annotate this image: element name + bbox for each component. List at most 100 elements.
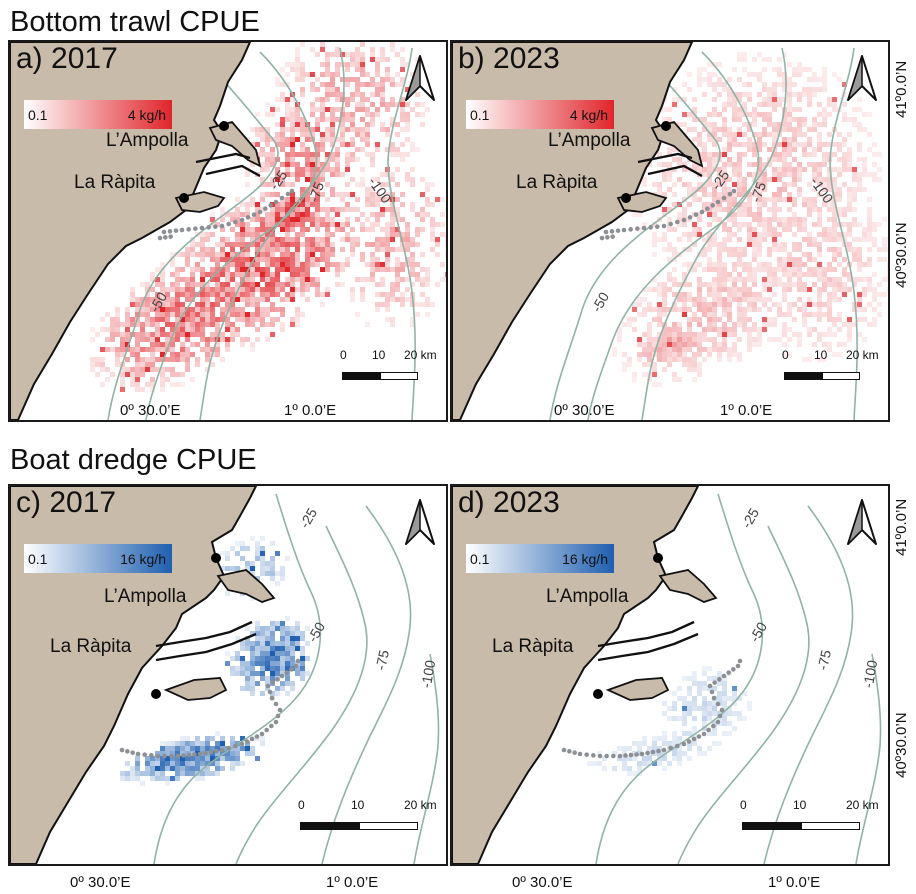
cpue-cell (290, 182, 295, 187)
cpue-cell (732, 172, 737, 177)
cpue-cell (355, 67, 360, 72)
cpue-cell (280, 127, 285, 132)
cpue-cell (687, 322, 692, 327)
cpue-cell (225, 327, 230, 332)
cpue-cell (275, 571, 280, 576)
cpue-cell (325, 197, 330, 202)
cpue-cell (692, 117, 697, 122)
cpue-cell (627, 317, 632, 322)
cpue-cell (717, 252, 722, 257)
cpue-cell (205, 746, 210, 751)
track-point (639, 751, 645, 757)
cpue-cell (285, 656, 290, 661)
cpue-cell (662, 701, 667, 706)
cpue-cell (150, 771, 155, 776)
cpue-cell (290, 132, 295, 137)
cpue-cell (772, 122, 777, 127)
cpue-cell (787, 227, 792, 232)
cpue-cell (697, 372, 702, 377)
cpue-cell (170, 337, 175, 342)
cpue-cell (155, 756, 160, 761)
cpue-cell (375, 237, 380, 242)
cpue-cell (225, 566, 230, 571)
cpue-cell (787, 62, 792, 67)
cpue-cell (682, 112, 687, 117)
cpue-cell (315, 107, 320, 112)
cpue-cell (295, 67, 300, 72)
cpue-cell (732, 352, 737, 357)
cpue-cell (752, 107, 757, 112)
cpue-cell (692, 267, 697, 272)
cpue-cell (717, 82, 722, 87)
cpue-cell (867, 147, 872, 152)
cpue-cell (135, 761, 140, 766)
cpue-cell (230, 247, 235, 252)
cpue-cell (245, 322, 250, 327)
cpue-cell (140, 357, 145, 362)
cpue-cell (280, 132, 285, 137)
cpue-cell (797, 247, 802, 252)
north-arrow-icon (847, 55, 877, 101)
cpue-cell (692, 681, 697, 686)
cpue-cell (707, 162, 712, 167)
cpue-cell (707, 347, 712, 352)
cpue-cell (807, 357, 812, 362)
cpue-cell (305, 177, 310, 182)
cpue-cell (230, 312, 235, 317)
cpue-cell (842, 222, 847, 227)
cpue-cell (420, 122, 425, 127)
cpue-cell (692, 671, 697, 676)
cpue-cell (150, 347, 155, 352)
cpue-cell (592, 761, 597, 766)
cpue-cell (727, 696, 732, 701)
track-point (567, 749, 572, 754)
cpue-cell (195, 342, 200, 347)
cpue-cell (400, 127, 405, 132)
delta-spit (163, 677, 228, 701)
cpue-cell (732, 342, 737, 347)
cpue-raster (587, 666, 752, 776)
cpue-cell (677, 322, 682, 327)
cpue-cell (722, 347, 727, 352)
cpue-cell (265, 292, 270, 297)
cpue-cell (280, 162, 285, 167)
cpue-cell (737, 222, 742, 227)
cpue-cell (722, 102, 727, 107)
cpue-cell (255, 636, 260, 641)
cpue-cell (707, 706, 712, 711)
track-point (623, 753, 628, 758)
cpue-cell (265, 222, 270, 227)
cpue-cell (677, 696, 682, 701)
cpue-cell (280, 207, 285, 212)
cpue-cell (732, 297, 737, 302)
cpue-cell (712, 317, 717, 322)
cpue-cell (245, 661, 250, 666)
cpue-cell (647, 342, 652, 347)
cpue-cell (190, 756, 195, 761)
cpue-cell (667, 287, 672, 292)
cpue-cell (852, 257, 857, 262)
cpue-cell (155, 776, 160, 781)
cpue-cell (737, 112, 742, 117)
cpue-cell (190, 377, 195, 382)
cpue-cell (300, 172, 305, 177)
cpue-cell (390, 202, 395, 207)
cpue-cell (280, 82, 285, 87)
cpue-cell (807, 237, 812, 242)
cpue-cell (757, 197, 762, 202)
cpue-cell (260, 656, 265, 661)
lon-label-east: 1º 0.0’E (284, 402, 337, 419)
cpue-cell (647, 746, 652, 751)
cpue-cell (747, 347, 752, 352)
cpue-cell (722, 182, 727, 187)
track-point (293, 663, 299, 669)
cpue-cell (315, 87, 320, 92)
cpue-cell (792, 67, 797, 72)
cpue-cell (200, 756, 205, 761)
cpue-cell (732, 212, 737, 217)
cpue-cell (847, 207, 852, 212)
cpue-cell (692, 242, 697, 247)
cpue-cell (622, 766, 627, 771)
cpue-cell (757, 222, 762, 227)
track-point (226, 221, 231, 227)
